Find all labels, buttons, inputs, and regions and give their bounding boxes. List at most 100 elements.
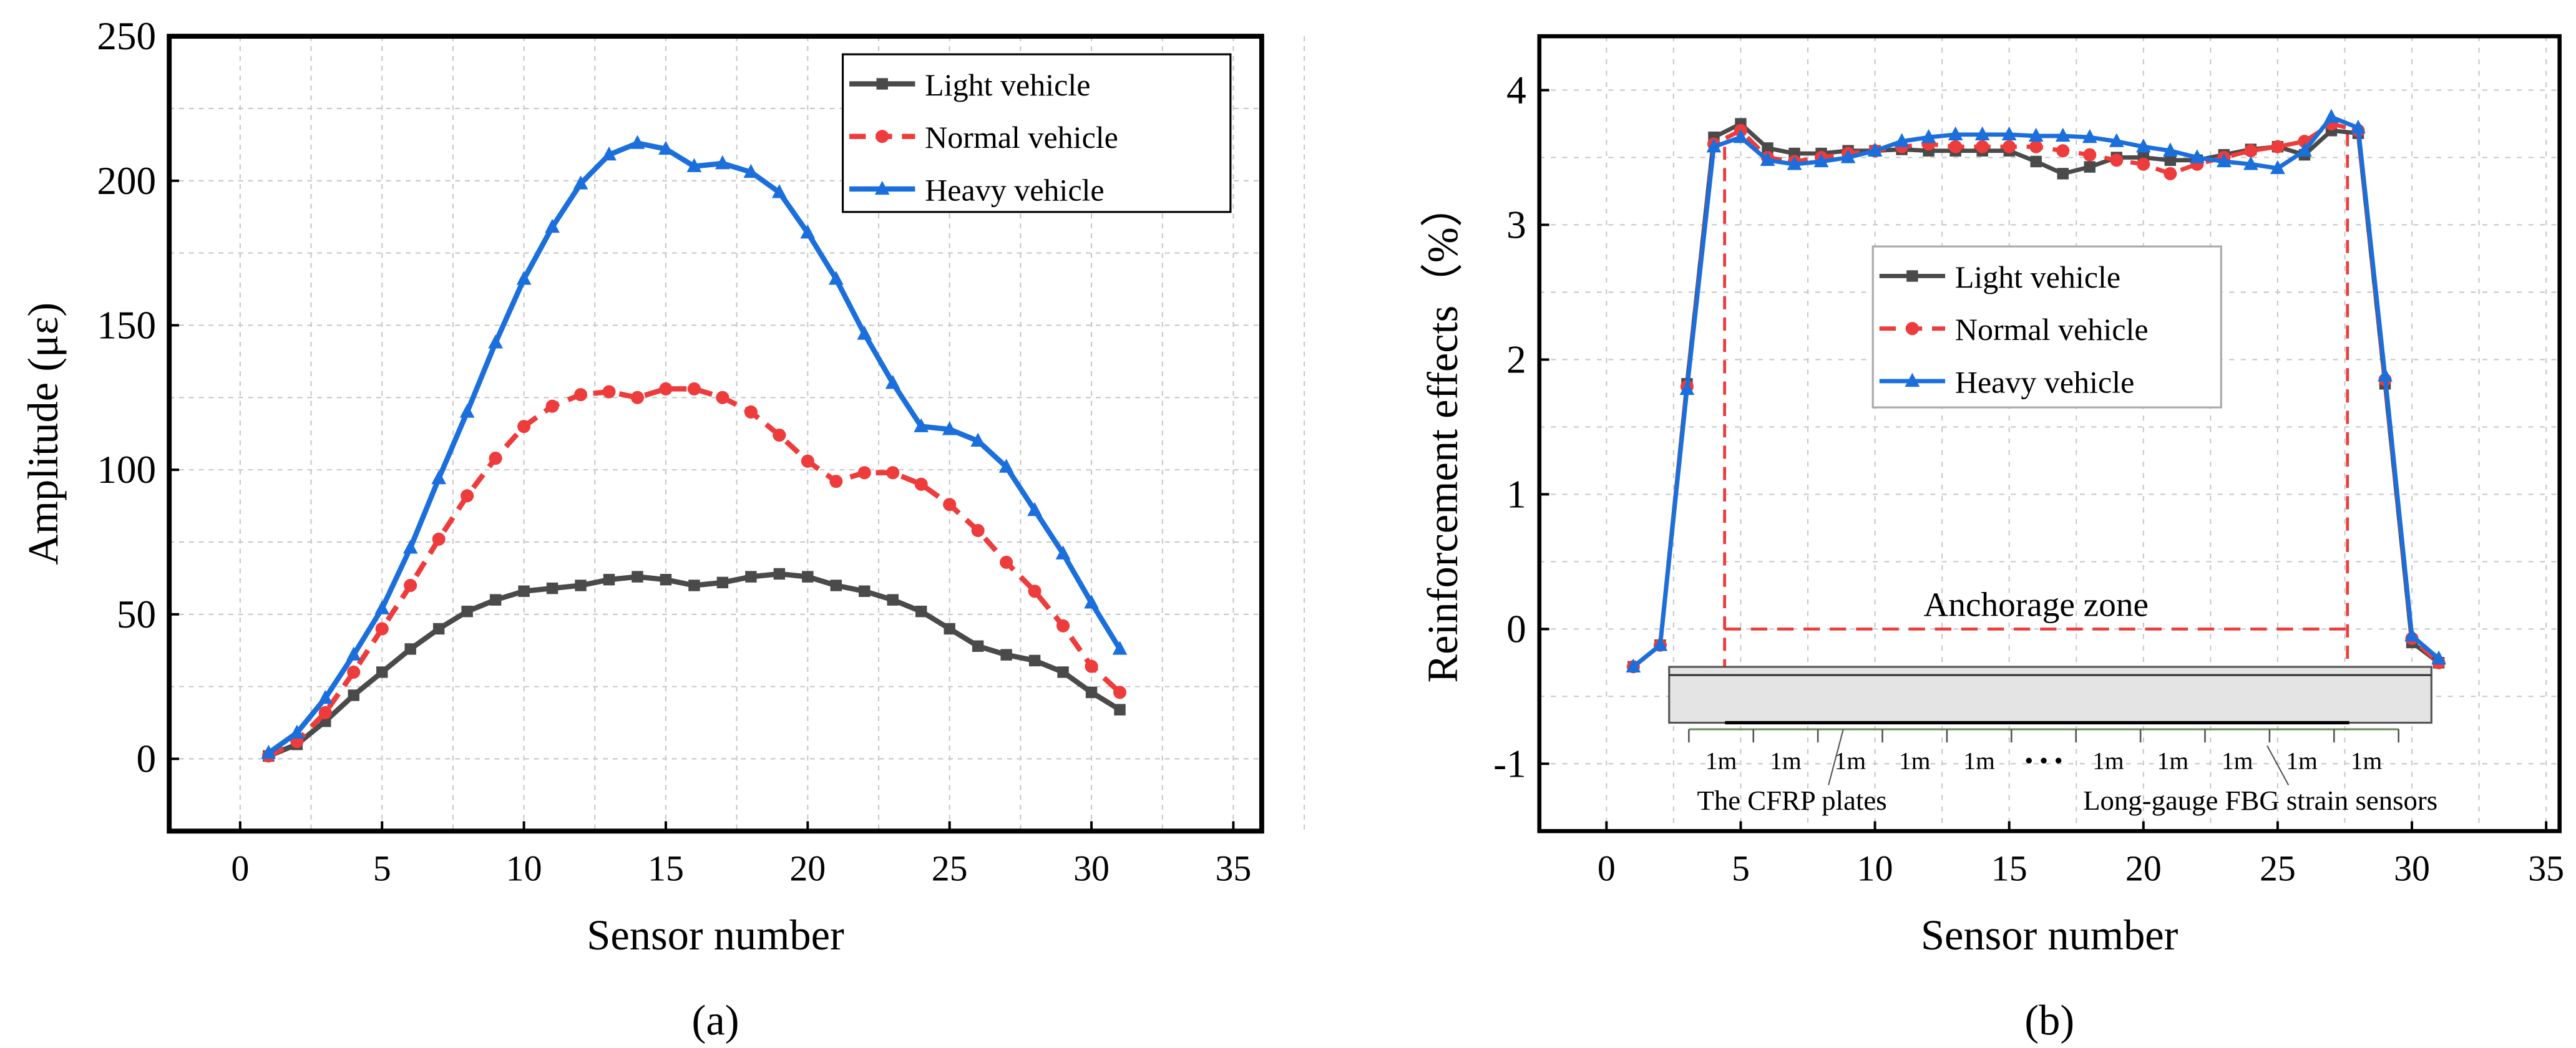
- data-point-circle: [1976, 140, 1989, 153]
- data-point-triangle: [2243, 156, 2258, 170]
- data-point-circle: [1905, 322, 1919, 336]
- data-point-triangle: [516, 271, 532, 285]
- data-point-square: [518, 585, 530, 597]
- data-point-square: [688, 580, 700, 591]
- data-point-square: [2084, 161, 2095, 173]
- data-point-triangle: [874, 180, 890, 195]
- data-point-circle: [347, 665, 361, 679]
- data-point-triangle: [2190, 149, 2205, 163]
- data-point-triangle: [261, 745, 276, 759]
- data-point-circle: [1113, 686, 1127, 699]
- data-point-circle: [318, 706, 332, 719]
- data-point-triangle: [715, 155, 730, 170]
- legend-label: Heavy vehicle: [925, 172, 1104, 207]
- plot-frame: [167, 34, 1264, 834]
- data-point-circle: [716, 391, 729, 404]
- data-point-triangle: [1905, 372, 1920, 387]
- data-point-triangle: [857, 326, 872, 340]
- data-point-square: [1000, 649, 1012, 661]
- data-point-circle: [630, 391, 644, 404]
- data-point-triangle: [658, 140, 673, 155]
- data-point-triangle: [318, 690, 333, 704]
- segment-label: • • •: [2024, 747, 2062, 774]
- data-point-circle: [914, 477, 928, 491]
- y-axis-label: Amplitude (με): [19, 303, 67, 565]
- data-point-triangle: [1706, 138, 1722, 153]
- x-tick-label: 25: [2260, 848, 2296, 888]
- data-point-circle: [886, 466, 900, 480]
- data-point-square: [915, 605, 927, 618]
- segment-label: 1m: [2222, 747, 2253, 774]
- data-point-triangle: [1894, 133, 1910, 147]
- data-point-triangle: [402, 540, 418, 554]
- legend-box: [841, 53, 1232, 213]
- x-tick-label: 0: [1598, 848, 1616, 888]
- data-point-triangle: [800, 225, 816, 239]
- y-tick-label: 50: [117, 593, 156, 636]
- y-tick-label: 1: [1506, 472, 1526, 516]
- y-tick-label: 100: [97, 448, 156, 492]
- data-point-triangle: [1760, 152, 1775, 167]
- chart-a: 0 5 10 15 20 25 30 35 0 50 100 150 200 250 Sensor numb…: [19, 14, 1305, 1044]
- data-point-triangle: [2162, 142, 2178, 157]
- data-point-circle: [2029, 140, 2043, 153]
- y-tick-label: 0: [137, 737, 157, 781]
- data-point-circle: [659, 382, 673, 395]
- data-point-triangle: [602, 146, 617, 161]
- data-point-circle: [773, 428, 786, 442]
- data-point-square: [773, 568, 786, 580]
- data-point-triangle: [828, 271, 844, 285]
- y-tick-label: 3: [1506, 203, 1526, 247]
- data-point-square: [489, 594, 502, 606]
- data-point-triangle: [488, 334, 503, 349]
- data-point-square: [887, 594, 899, 606]
- data-point-triangle: [1055, 545, 1071, 560]
- data-point-triangle: [2297, 142, 2312, 157]
- data-point-triangle: [2404, 627, 2419, 642]
- cfrp-label: The CFRP plates: [1697, 785, 1887, 816]
- data-point-triangle: [1813, 153, 1829, 168]
- data-point-square: [461, 605, 473, 618]
- data-point-square: [660, 573, 672, 586]
- data-point-circle: [489, 452, 502, 465]
- data-point-triangle: [885, 374, 900, 389]
- data-point-circle: [2244, 144, 2258, 158]
- sensor-pointer: [2266, 745, 2290, 786]
- data-point-square: [404, 643, 416, 655]
- data-point-square: [1906, 270, 1918, 282]
- data-point-triangle: [374, 600, 390, 614]
- data-point-triangle: [1840, 149, 1856, 163]
- data-point-triangle: [2431, 650, 2446, 665]
- data-point-square: [376, 666, 388, 678]
- data-point-triangle: [2055, 127, 2071, 142]
- series-normal-vehicle: [261, 382, 1127, 763]
- data-point-triangle: [1652, 637, 1668, 651]
- data-point-circle: [829, 475, 843, 488]
- x-tick-label: 5: [373, 848, 391, 888]
- series-line: [267, 571, 1121, 759]
- data-point-triangle: [1921, 129, 1936, 143]
- data-point-square: [859, 585, 871, 597]
- data-point-circle: [1028, 585, 1042, 598]
- data-point-triangle: [2082, 129, 2097, 143]
- cfrp-pointer: [1828, 729, 1844, 785]
- x-tick-label: 30: [1073, 848, 1110, 888]
- data-point-circle: [744, 405, 758, 419]
- data-point-circle: [971, 523, 985, 537]
- data-point-triangle: [771, 184, 787, 198]
- data-point-circle: [857, 466, 871, 480]
- data-point-triangle: [1027, 502, 1042, 517]
- data-point-square: [2057, 168, 2069, 180]
- y-tick-label: 4: [1506, 69, 1526, 112]
- data-point-circle: [573, 388, 588, 402]
- data-point-triangle: [2028, 127, 2044, 142]
- data-point-triangle: [686, 158, 702, 172]
- data-point-circle: [876, 130, 889, 143]
- data-point-triangle: [2378, 367, 2393, 382]
- data-point-circle: [517, 420, 531, 434]
- data-point-square: [546, 582, 559, 594]
- data-point-square: [944, 623, 955, 635]
- data-point-circle: [375, 622, 389, 636]
- data-point-square: [802, 571, 814, 583]
